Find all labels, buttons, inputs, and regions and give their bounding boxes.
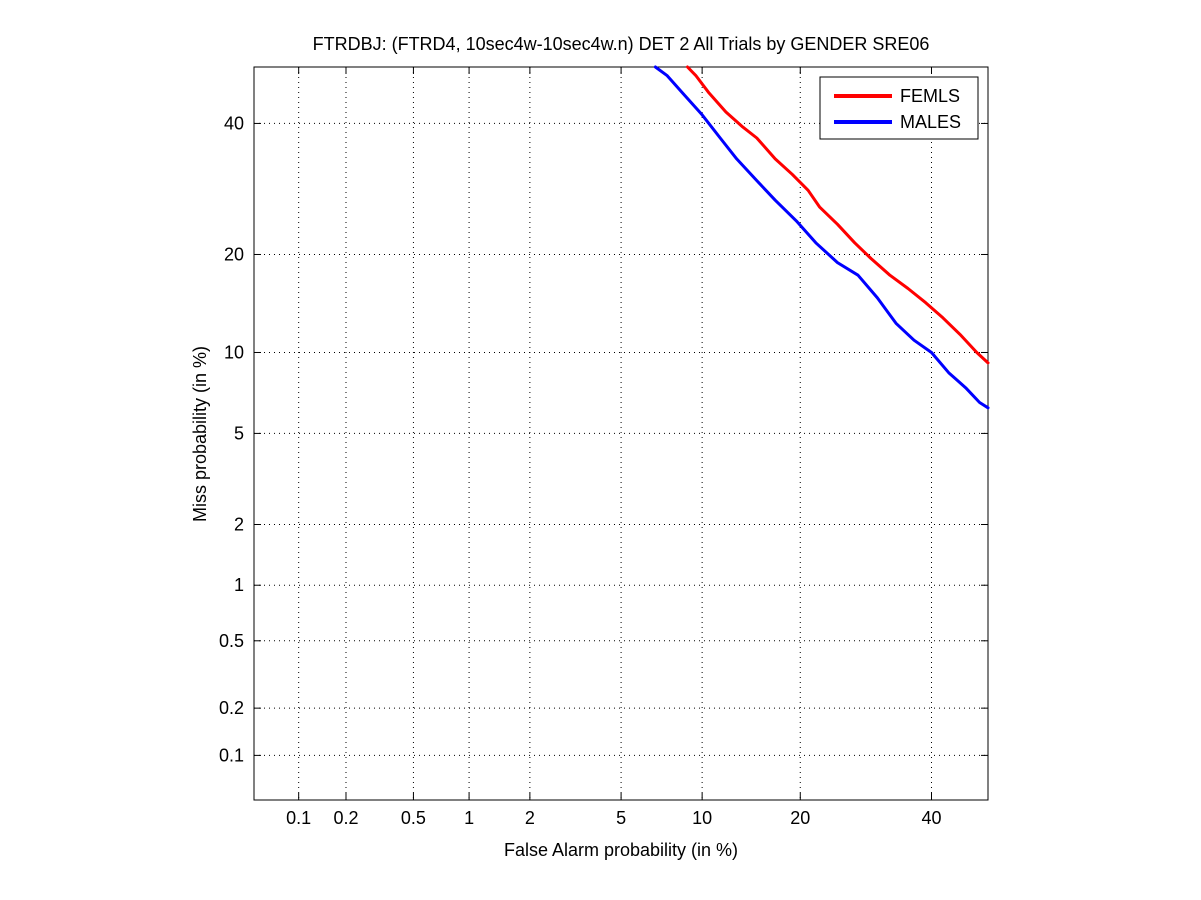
legend: FEMLS MALES: [819, 76, 979, 140]
x-tick-label: 2: [525, 808, 535, 828]
ticks: 0.1 0.2 0.5 1 2 5 10 20 40 0.1 0.2 0.5 1 2 5 10 20 40: [219, 67, 988, 828]
x-tick-label: 1: [464, 808, 474, 828]
x-tick-label: 20: [790, 808, 810, 828]
x-tick-label: 0.1: [286, 808, 311, 828]
grid: [254, 67, 988, 800]
x-tick-label: 0.2: [333, 808, 358, 828]
y-tick-label: 5: [234, 423, 244, 443]
legend-box: [819, 76, 979, 140]
y-tick-label: 40: [224, 113, 244, 133]
y-tick-label: 0.1: [219, 745, 244, 765]
y-tick-label: 10: [224, 342, 244, 362]
x-tick-label: 0.5: [401, 808, 426, 828]
y-tick-label: 0.2: [219, 698, 244, 718]
chart-title: FTRDBJ: (FTRD4, 10sec4w-10sec4w.n) DET 2…: [313, 34, 930, 54]
x-axis-label: False Alarm probability (in %): [504, 840, 738, 860]
x-tick-label: 5: [616, 808, 626, 828]
y-tick-label: 0.5: [219, 631, 244, 651]
x-tick-label: 10: [692, 808, 712, 828]
series-line-males: [653, 65, 990, 410]
y-axis-label: Miss probability (in %): [190, 346, 210, 522]
y-tick-label: 1: [234, 575, 244, 595]
series-line-femls: [686, 65, 990, 365]
y-tick-label: 2: [234, 514, 244, 534]
legend-label-femls: FEMLS: [900, 86, 960, 106]
y-tick-label: 20: [224, 244, 244, 264]
legend-label-males: MALES: [900, 112, 961, 132]
series: [653, 65, 990, 410]
x-tick-label: 40: [921, 808, 941, 828]
